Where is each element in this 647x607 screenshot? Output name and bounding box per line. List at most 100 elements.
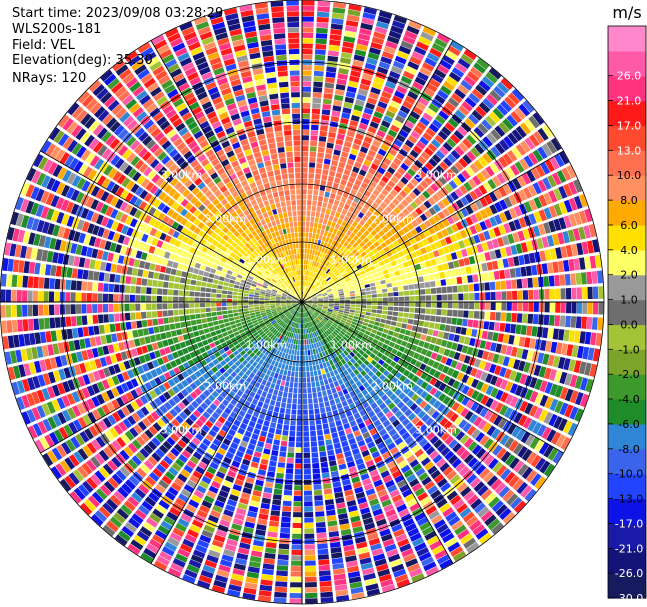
velocity-gate xyxy=(349,239,356,246)
velocity-gate xyxy=(315,233,320,240)
velocity-gate xyxy=(551,172,562,186)
velocity-gate xyxy=(305,293,309,298)
velocity-gate xyxy=(313,87,323,93)
velocity-gate xyxy=(195,336,202,343)
velocity-gate xyxy=(226,302,232,306)
velocity-gate xyxy=(410,251,417,259)
velocity-gate xyxy=(56,329,63,341)
velocity-gate xyxy=(302,146,309,152)
velocity-gate xyxy=(355,292,361,296)
velocity-gate xyxy=(365,131,375,139)
velocity-gate xyxy=(328,280,334,285)
velocity-gate xyxy=(307,299,313,302)
velocity-gate xyxy=(498,224,507,235)
velocity-gate xyxy=(396,85,408,95)
velocity-gate xyxy=(385,214,393,222)
velocity-gate xyxy=(538,209,547,222)
velocity-gate xyxy=(466,71,480,83)
velocity-gate xyxy=(478,184,488,195)
velocity-gate xyxy=(306,254,309,260)
velocity-gate xyxy=(447,309,453,317)
velocity-gate xyxy=(385,134,395,143)
velocity-gate xyxy=(322,373,327,380)
velocity-gate xyxy=(307,344,310,350)
velocity-gate xyxy=(402,35,416,45)
velocity-gate xyxy=(314,217,319,223)
velocity-gate xyxy=(508,334,515,345)
velocity-gate xyxy=(482,181,492,193)
velocity-gate xyxy=(303,398,308,405)
velocity-gate xyxy=(555,288,561,300)
velocity-gate xyxy=(327,292,333,295)
velocity-gate xyxy=(317,294,323,297)
velocity-gate xyxy=(317,146,325,153)
velocity-gate xyxy=(295,366,299,372)
velocity-gate xyxy=(359,226,366,234)
velocity-gate xyxy=(179,315,185,322)
velocity-gate xyxy=(496,302,502,311)
velocity-gate xyxy=(288,387,293,393)
velocity-gate xyxy=(378,61,391,70)
velocity-gate xyxy=(554,315,561,327)
velocity-gate xyxy=(434,68,447,79)
velocity-gate xyxy=(508,221,517,232)
velocity-gate xyxy=(462,138,473,149)
velocity-gate xyxy=(476,58,490,70)
velocity-gate xyxy=(297,415,302,421)
velocity-gate xyxy=(315,516,326,523)
velocity-gate xyxy=(295,458,302,464)
velocity-gate xyxy=(280,402,286,409)
velocity-gate xyxy=(323,274,329,279)
velocity-gate xyxy=(1,320,7,334)
velocity-gate xyxy=(191,325,198,332)
velocity-gate xyxy=(407,115,418,125)
velocity-gate xyxy=(303,292,306,297)
velocity-gate xyxy=(464,97,477,108)
velocity-gate xyxy=(177,335,184,342)
velocity-gate xyxy=(354,161,362,169)
velocity-gate xyxy=(515,267,522,278)
velocity-gate xyxy=(331,387,337,394)
velocity-gate xyxy=(303,452,311,458)
velocity-gate xyxy=(530,167,541,180)
velocity-gate xyxy=(323,158,331,165)
velocity-gate xyxy=(519,122,532,135)
velocity-gate xyxy=(528,213,537,225)
velocity-gate xyxy=(563,329,570,342)
velocity-gate xyxy=(210,331,217,337)
velocity-gate xyxy=(324,499,334,506)
velocity-gate xyxy=(333,149,341,156)
velocity-gate xyxy=(433,272,440,280)
velocity-gate xyxy=(344,308,350,312)
velocity-gate xyxy=(346,243,352,250)
velocity-gate xyxy=(404,139,415,149)
velocity-gate xyxy=(328,295,334,298)
velocity-gate xyxy=(318,445,326,452)
velocity-gate xyxy=(411,219,419,228)
velocity-gate xyxy=(388,255,395,262)
velocity-gate xyxy=(319,402,325,408)
velocity-gate xyxy=(348,206,355,213)
velocity-gate xyxy=(444,324,451,332)
velocity-gate xyxy=(302,226,306,232)
velocity-gate xyxy=(418,320,425,327)
velocity-gate xyxy=(312,103,321,109)
velocity-gate xyxy=(442,142,453,152)
velocity-gate xyxy=(362,244,369,251)
velocity-gate xyxy=(532,277,539,288)
velocity-gate xyxy=(333,2,347,9)
velocity-gate xyxy=(406,204,414,213)
velocity-gate xyxy=(518,217,527,228)
velocity-gate xyxy=(351,201,358,208)
velocity-gate xyxy=(435,165,445,175)
velocity-gate xyxy=(331,557,344,565)
velocity-gate xyxy=(386,283,392,288)
velocity-gate xyxy=(382,269,389,275)
velocity-gate xyxy=(391,316,398,322)
velocity-gate xyxy=(291,404,297,410)
velocity-gate xyxy=(383,85,394,95)
velocity-gate xyxy=(306,287,310,293)
velocity-gate xyxy=(401,199,409,208)
velocity-gate xyxy=(446,317,452,324)
